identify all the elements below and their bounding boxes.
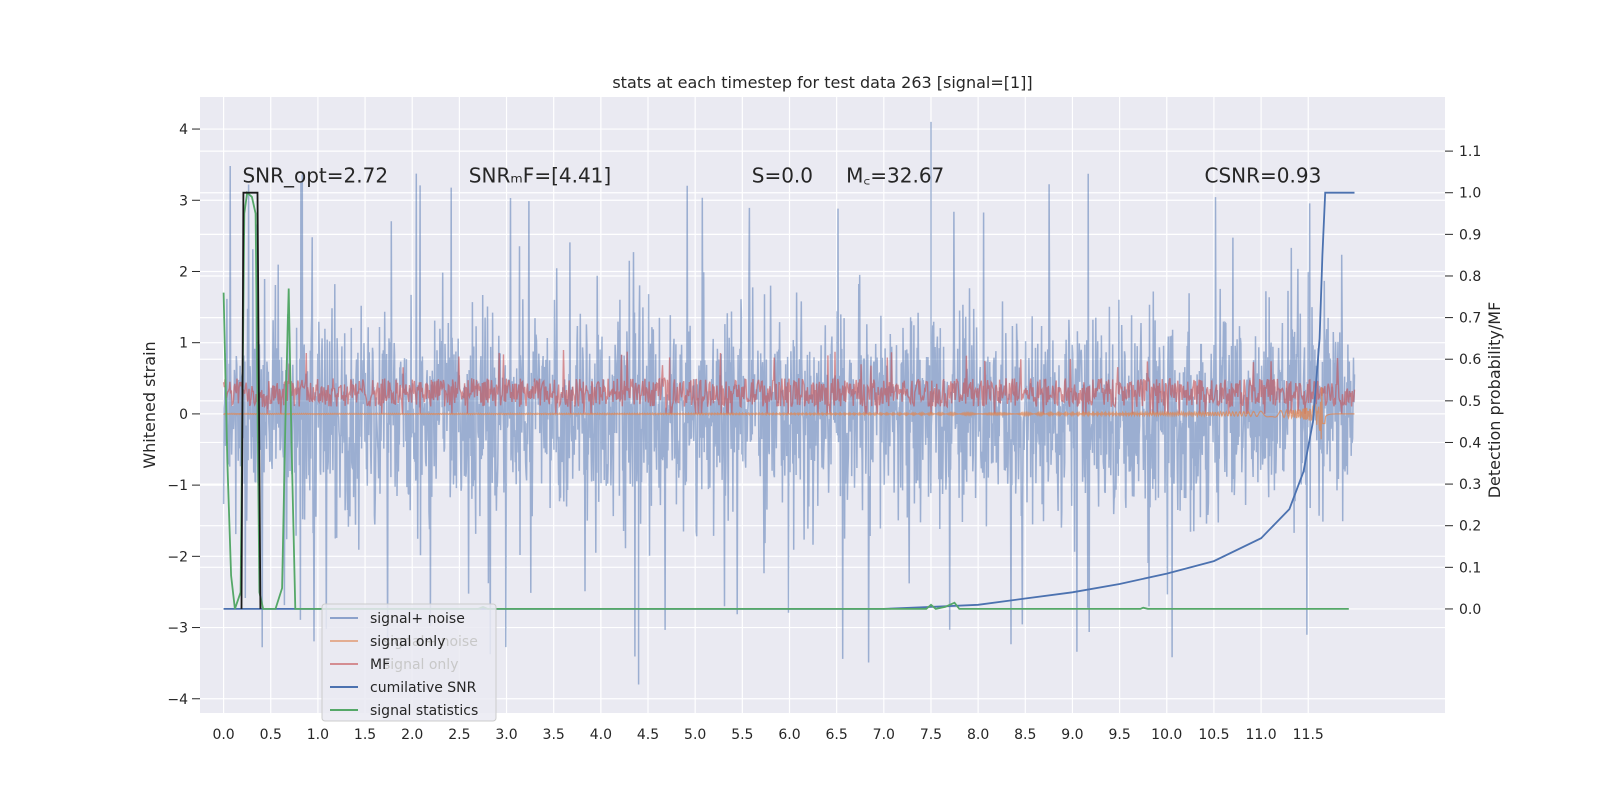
series-line-threshold — [240, 191, 262, 609]
y-tick-label-left: −1 — [167, 478, 188, 494]
legend-ghost-label: signal only — [383, 657, 458, 673]
legend-label: MF — [370, 657, 390, 673]
x-tick-label: 2.0 — [401, 727, 423, 743]
series-line-cumilative-snr — [223, 191, 1355, 610]
x-tick-label: 1.0 — [307, 727, 329, 743]
legend-label: signal only — [370, 634, 445, 650]
y-tick-label-left: −2 — [167, 549, 188, 565]
x-tick-label: 8.0 — [967, 727, 989, 743]
series-line-signal-only — [223, 387, 1355, 440]
legend-ghost-label: signal+ noise — [383, 634, 478, 650]
y-tick-label-right: 0.9 — [1459, 227, 1481, 243]
x-tick-label: 9.0 — [1061, 727, 1083, 743]
y-axis-label-right: Detection probability/MF — [1485, 302, 1504, 499]
x-tick-label: 10.0 — [1151, 727, 1182, 743]
y-axis-label-left: Whitened strain — [140, 341, 159, 468]
y-tick-label-left: −4 — [167, 692, 188, 708]
legend-box — [321, 603, 497, 722]
x-tick-label: 1.5 — [354, 727, 376, 743]
x-tick-label: 4.0 — [590, 727, 612, 743]
x-tick-label: 6.5 — [826, 727, 848, 743]
series-line-mf — [222, 349, 1356, 414]
y-tick-label-right: 1.1 — [1459, 144, 1481, 160]
y-tick-label-right: 0.5 — [1459, 394, 1481, 410]
x-tick-label: 0.5 — [260, 727, 282, 743]
x-tick-label: 0.0 — [212, 727, 234, 743]
y-tick-label-left: 1 — [179, 336, 188, 352]
annotation-snr_opt: SNR_opt=2.72 — [242, 163, 388, 187]
mf-series — [222, 349, 1356, 414]
x-tick-label: 4.5 — [637, 727, 659, 743]
annotation-mc_val: M꜀=32.67 — [846, 163, 944, 187]
legend-label: cumilative SNR — [370, 680, 477, 696]
x-tick-label: 10.5 — [1198, 727, 1229, 743]
annotations: SNR_opt=2.72 SNRₘF=[4.41] S=0.0 M꜀=32.67 CSN… — [242, 163, 1321, 187]
y-tick-label-right: 0.1 — [1459, 560, 1481, 576]
legend-label: signal statistics — [370, 703, 478, 719]
y-tick-label-left: 2 — [179, 264, 188, 280]
x-tick-label: 7.5 — [920, 727, 942, 743]
x-tick-label: 5.0 — [684, 727, 706, 743]
annotation-csnr: CSNR=0.93 — [1204, 163, 1321, 187]
x-tick-label: 2.5 — [448, 727, 470, 743]
x-tick-label: 7.0 — [873, 727, 895, 743]
chart-title: stats at each timestep for test data 263… — [612, 73, 1032, 92]
x-tick-label: 5.5 — [731, 727, 753, 743]
y-tick-label-left: 4 — [179, 122, 188, 138]
y-tick-label-right: 1.0 — [1459, 186, 1481, 202]
y-tick-label-right: 0.7 — [1459, 311, 1481, 327]
detection-series — [222, 190, 1355, 610]
y-tick-label-right: 0.4 — [1459, 435, 1481, 451]
y-tick-label-right: 0.2 — [1459, 519, 1481, 535]
x-tick-label: 8.5 — [1014, 727, 1036, 743]
annotation-s_val: S=0.0 — [752, 163, 813, 187]
signal-only-series — [223, 387, 1355, 440]
x-tick-label: 11.5 — [1293, 727, 1324, 743]
x-tick-label: 9.5 — [1108, 727, 1130, 743]
x-tick-label: 11.0 — [1245, 727, 1276, 743]
annotation-snr_mf: SNRₘF=[4.41] — [469, 163, 611, 187]
y-tick-label-right: 0.6 — [1459, 352, 1481, 368]
y-tick-label-right: 0.0 — [1459, 602, 1481, 618]
y-tick-label-left: 3 — [179, 193, 188, 209]
axis-ticks: 0.0 0.5 1.0 1.5 2.0 2.5 3.0 3.5 4.0 4.5 5.0 5.5 6.0 6… — [167, 122, 1481, 743]
y-tick-label-right: 0.3 — [1459, 477, 1481, 493]
x-tick-label: 6.0 — [778, 727, 800, 743]
x-tick-label: 3.0 — [495, 727, 517, 743]
y-tick-label-left: 0 — [179, 407, 188, 423]
y-tick-label-right: 0.8 — [1459, 269, 1481, 285]
legend-label: signal+ noise — [370, 611, 465, 627]
y-tick-label-left: −3 — [167, 621, 188, 637]
x-tick-label: 3.5 — [543, 727, 565, 743]
